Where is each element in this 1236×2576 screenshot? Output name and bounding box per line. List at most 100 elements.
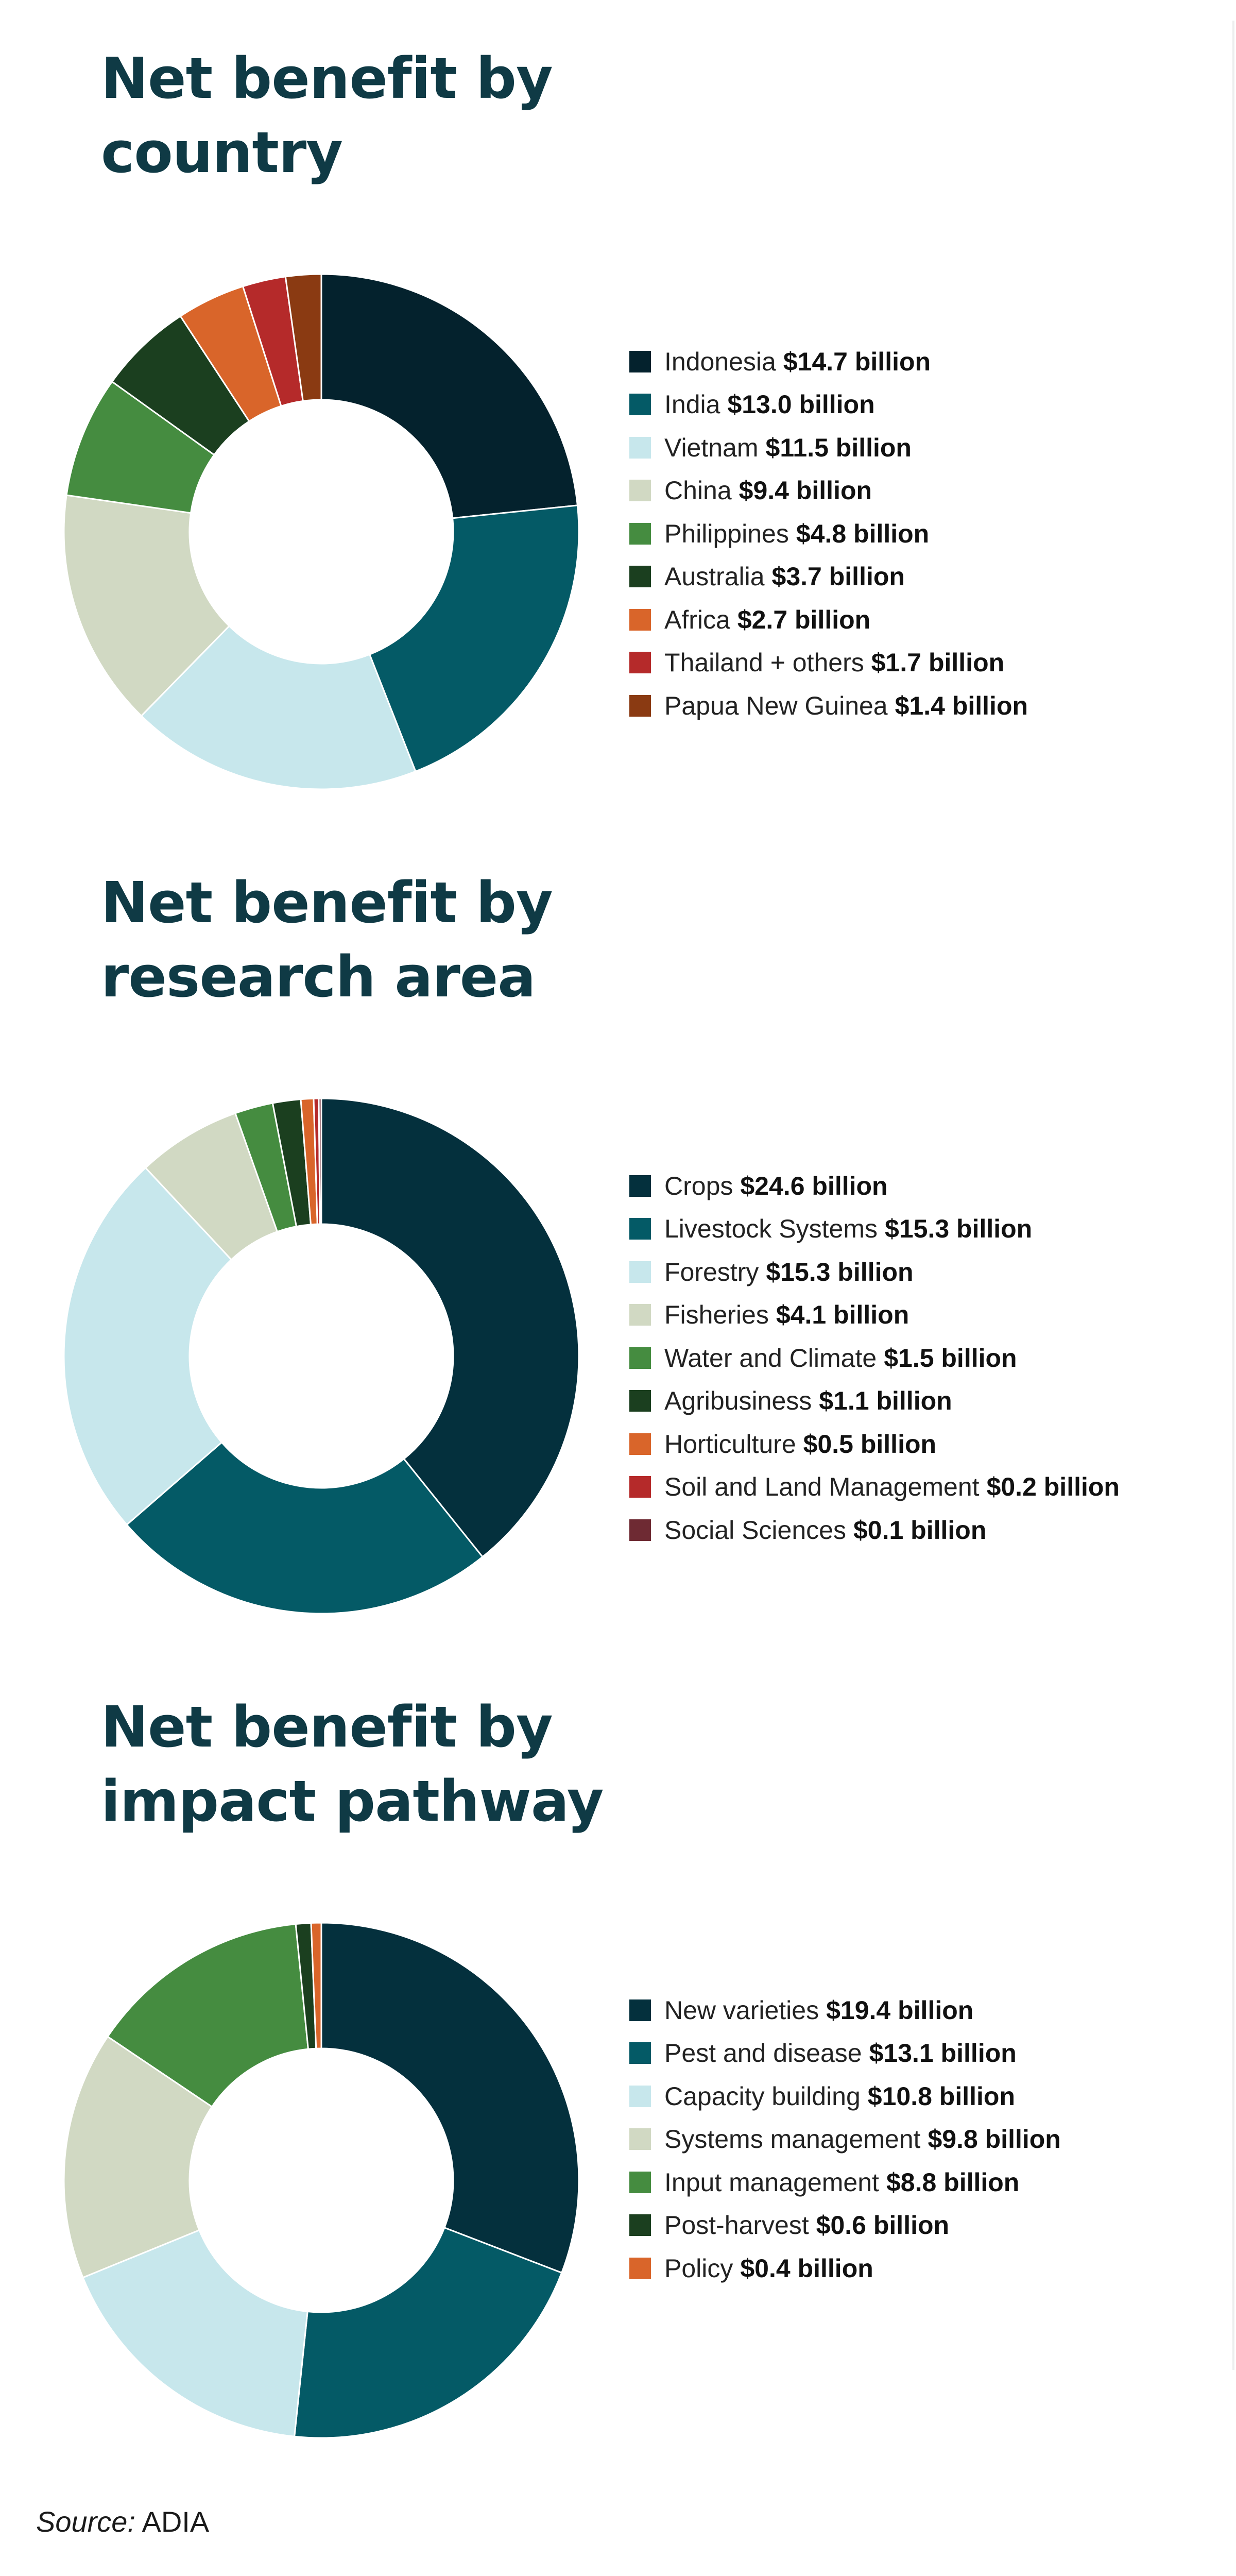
- legend-value: $9.4 billion: [739, 476, 872, 505]
- slice-livestock-systems: [126, 1441, 484, 1615]
- chart-title-line-1: Net benefit by: [101, 1694, 553, 1760]
- legend-value: $0.2 billion: [986, 1472, 1120, 1502]
- legend-item-philippines: Philippines $4.8 billion: [629, 512, 1028, 555]
- legend-label: Soil and Land Management: [664, 1472, 980, 1502]
- chart-title: Net benefit by country: [101, 41, 770, 190]
- legend-item-forestry: Forestry $15.3 billion: [629, 1250, 1120, 1294]
- country-donut-chart: [63, 273, 580, 790]
- research-area-legend: Crops $24.6 billion Livestock Systems $15.3…: [629, 1164, 1120, 1552]
- legend-value: $13.1 billion: [869, 2039, 1017, 2068]
- slice-indonesia: [320, 273, 579, 519]
- legend-swatch: [629, 2042, 651, 2064]
- legend-value: $19.4 billion: [826, 1995, 974, 2025]
- legend-swatch: [629, 2085, 651, 2107]
- source-value: ADIA: [142, 2505, 210, 2538]
- legend-swatch: [629, 608, 651, 631]
- legend-label: Vietnam: [664, 433, 759, 462]
- slice-forestry: [63, 1166, 233, 1526]
- legend-item-thailand-others: Thailand + others $1.7 billion: [629, 641, 1028, 685]
- legend-swatch: [629, 566, 651, 588]
- legend-value: $15.3 billion: [766, 1257, 914, 1286]
- legend-swatch: [629, 1433, 651, 1455]
- legend-label: Post-harvest: [664, 2211, 809, 2240]
- legend-swatch: [629, 350, 651, 372]
- legend-swatch: [629, 2171, 651, 2193]
- legend-swatch: [629, 1476, 651, 1498]
- legend-label: Fisheries: [664, 1300, 769, 1330]
- country-legend: Indonesia $14.7 billion India $13.0 billion…: [629, 340, 1028, 727]
- legend-value: $13.0 billion: [727, 390, 875, 419]
- legend-item-capacity-building: Capacity building $10.8 billion: [629, 2075, 1061, 2118]
- legend-item-policy: Policy $0.4 billion: [629, 2247, 1061, 2290]
- slice-input-management: [106, 1923, 310, 2108]
- legend-swatch: [629, 480, 651, 502]
- legend-label: Agribusiness: [664, 1386, 812, 1416]
- legend-item-systems-management: Systems management $9.8 billion: [629, 2118, 1061, 2161]
- legend-value: $15.3 billion: [885, 1214, 1033, 1244]
- legend-value: $2.7 billion: [737, 605, 871, 634]
- slice-pest-and-disease: [294, 2226, 563, 2439]
- legend-value: $0.6 billion: [816, 2211, 950, 2240]
- legend-value: $14.7 billion: [783, 347, 931, 376]
- slice-new-varieties: [320, 1922, 580, 2274]
- slice-policy: [310, 1922, 322, 2049]
- legend-item-australia: Australia $3.7 billion: [629, 555, 1028, 599]
- legend-item-africa: Africa $2.7 billion: [629, 598, 1028, 641]
- chart-title-line-1: Net benefit by: [101, 870, 553, 936]
- legend-item-crops: Crops $24.6 billion: [629, 1164, 1120, 1208]
- legend-swatch: [629, 394, 651, 416]
- legend-swatch: [629, 694, 651, 717]
- legend-swatch: [629, 1519, 651, 1541]
- legend-value: $11.5 billion: [765, 433, 912, 462]
- slice-capacity-building: [82, 2229, 308, 2437]
- slice-india: [368, 504, 580, 773]
- legend-swatch: [629, 1304, 651, 1326]
- legend-label: Papua New Guinea: [664, 691, 888, 720]
- legend-item-input-management: Input management $8.8 billion: [629, 2161, 1061, 2204]
- legend-value: $0.4 billion: [740, 2253, 873, 2283]
- legend-value: $1.7 billion: [871, 648, 1005, 677]
- slice-systems-management: [63, 2035, 213, 2279]
- legend-label: Pest and disease: [664, 2039, 862, 2068]
- legend-value: $3.7 billion: [771, 562, 905, 591]
- legend-value: $24.6 billion: [740, 1171, 888, 1200]
- legend-value: $4.1 billion: [776, 1300, 909, 1330]
- chart-title-line-1: Net benefit by: [101, 45, 553, 111]
- legend-swatch: [629, 1175, 651, 1197]
- chart-title-line-2: country: [101, 120, 343, 185]
- legend-value: $1.1 billion: [819, 1386, 952, 1416]
- chart-title: Net benefit by impact pathway: [101, 1690, 770, 1838]
- legend-label: Systems management: [664, 2125, 921, 2154]
- legend-label: India: [664, 390, 720, 419]
- legend-item-horticulture: Horticulture $0.5 billion: [629, 1422, 1120, 1466]
- legend-swatch: [629, 652, 651, 674]
- legend-item-post-harvest: Post-harvest $0.6 billion: [629, 2204, 1061, 2247]
- legend-item-social-sciences: Social Sciences $0.1 billion: [629, 1509, 1120, 1552]
- legend-label: New varieties: [664, 1995, 819, 2025]
- legend-item-pest-and-disease: Pest and disease $13.1 billion: [629, 2032, 1061, 2075]
- legend-item-vietnam: Vietnam $11.5 billion: [629, 426, 1028, 469]
- legend-swatch: [629, 2257, 651, 2279]
- source-label: Source:: [36, 2505, 135, 2538]
- legend-label: Input management: [664, 2167, 879, 2197]
- legend-label: Crops: [664, 1171, 733, 1200]
- legend-value: $10.8 billion: [867, 2081, 1016, 2111]
- legend-item-soil-and-land-management: Soil and Land Management $0.2 billion: [629, 1466, 1120, 1509]
- legend-label: Social Sciences: [664, 1515, 846, 1545]
- legend-label: Indonesia: [664, 347, 776, 376]
- legend-item-agribusiness: Agribusiness $1.1 billion: [629, 1380, 1120, 1423]
- chart-title-line-2: impact pathway: [101, 1768, 604, 1834]
- legend-item-water-and-climate: Water and Climate $1.5 billion: [629, 1336, 1120, 1380]
- chart-title-line-2: research area: [101, 944, 536, 1010]
- legend-label: Water and Climate: [664, 1343, 877, 1372]
- legend-label: Australia: [664, 562, 765, 591]
- legend-value: $4.8 billion: [796, 519, 930, 548]
- legend-swatch: [629, 1261, 651, 1283]
- legend-value: $0.5 billion: [803, 1429, 937, 1459]
- slice-papua-new-guinea: [284, 273, 322, 402]
- legend-value: $0.1 billion: [853, 1515, 987, 1545]
- impact-pathway-donut-chart: [63, 1922, 580, 2439]
- legend-label: China: [664, 476, 732, 505]
- legend-value: $1.4 billion: [895, 691, 1028, 720]
- legend-swatch: [629, 1999, 651, 2021]
